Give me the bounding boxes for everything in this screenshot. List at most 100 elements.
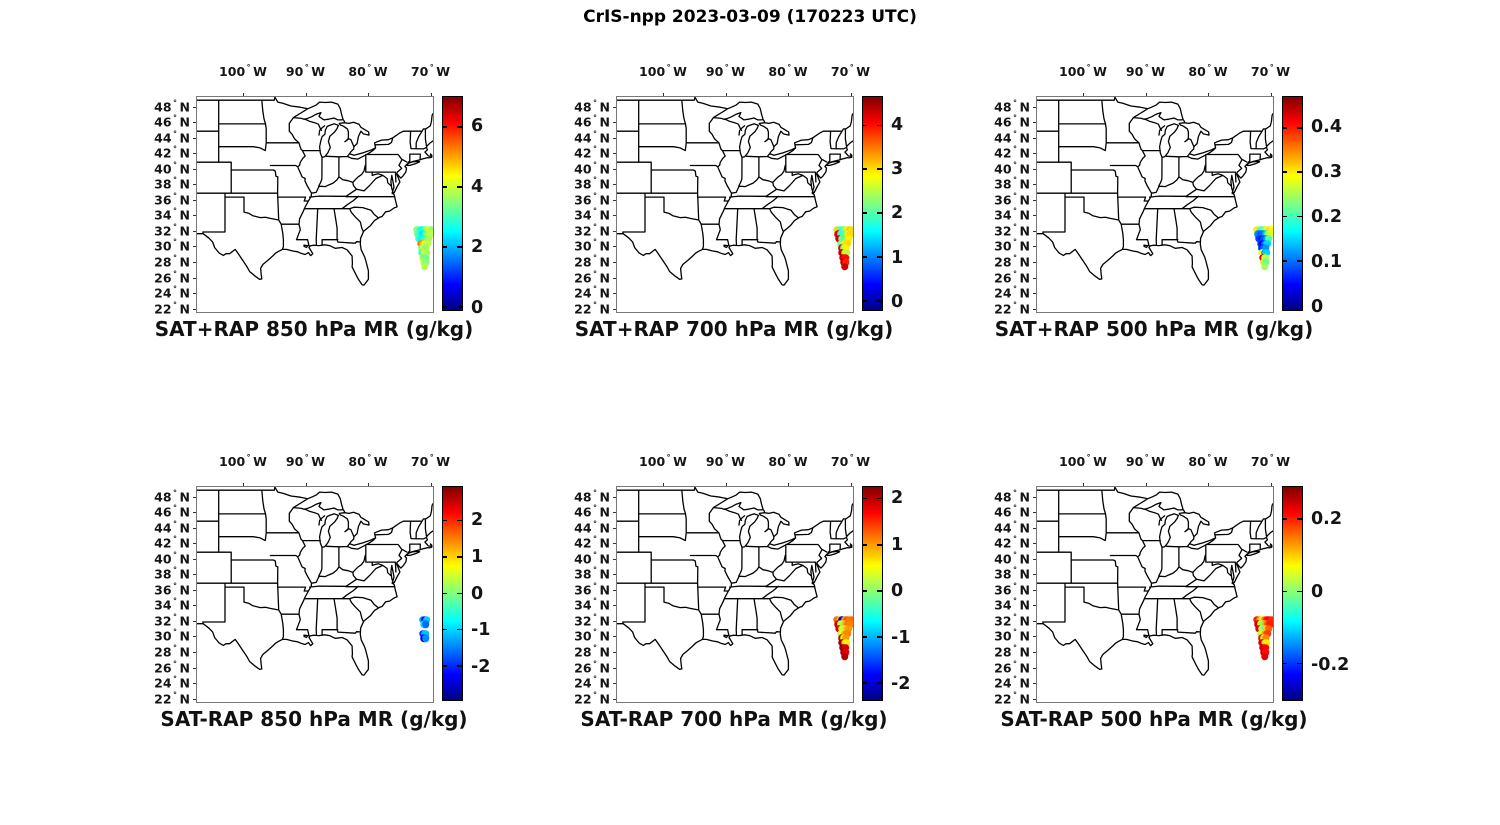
- lon-tick-mark: [850, 93, 852, 96]
- degree-symbol: °: [173, 175, 178, 185]
- degree-symbol: °: [367, 453, 372, 462]
- lat-tick-mark: [613, 574, 616, 576]
- colorbar-tick: [863, 544, 867, 546]
- colorbar-tick-label: 0: [471, 583, 484, 604]
- degree-symbol: °: [593, 284, 598, 294]
- lat-tick-mark: [193, 589, 196, 591]
- degree-symbol: °: [1013, 222, 1018, 232]
- lat-tick-label: 46 ° N: [994, 113, 1030, 130]
- scatter-point: [848, 225, 853, 234]
- scatter-point: [841, 263, 849, 271]
- scatter-point: [424, 235, 433, 243]
- lat-tick-mark: [613, 277, 616, 279]
- lat-tick-mark: [1033, 651, 1036, 653]
- degree-symbol: °: [246, 453, 251, 462]
- colorbar-tick: [877, 124, 882, 127]
- lat-tick-label: 34 ° N: [994, 596, 1030, 613]
- colorbar-tick: [877, 168, 882, 170]
- lat-tick-label: 28 ° N: [154, 253, 190, 270]
- colorbar-tick-label: 1: [471, 546, 484, 567]
- lat-tick-mark: [1033, 683, 1036, 684]
- colorbar-tick: [1283, 215, 1287, 218]
- degree-symbol: °: [593, 269, 598, 278]
- lat-tick-label: 26 ° N: [994, 269, 1030, 285]
- lat-tick-label: 46 ° N: [574, 113, 610, 130]
- lat-tick-label: 48 ° N: [994, 488, 1030, 505]
- lat-tick-label: 46 ° N: [994, 503, 1030, 520]
- scatter-point: [846, 230, 853, 239]
- scatter-point: [1263, 629, 1271, 638]
- scatter-point: [422, 634, 430, 643]
- lat-tick-label: 34 ° N: [994, 206, 1030, 223]
- lon-tick-mark: [725, 483, 727, 486]
- colorbar-tick: [443, 628, 447, 631]
- degree-symbol: °: [593, 550, 598, 560]
- colorbar-tick: [1283, 304, 1287, 307]
- lat-tick-mark: [1033, 496, 1036, 498]
- degree-symbol: °: [593, 565, 598, 575]
- lat-tick-mark: [613, 512, 616, 514]
- degree-symbol: °: [849, 63, 854, 72]
- panel-sat-plus-rap-500hpa: 100 ° W 90 ° W 80 ° W 70 ° W 48 ° N 46 ° N 44 ° N 42 ° N 40 ° N 38 °…: [960, 56, 1362, 362]
- colorbar-tick: [443, 665, 447, 667]
- lon-tick-label: 80 ° W: [348, 63, 388, 79]
- colorbar-tick: [863, 590, 867, 592]
- colorbar-tick-label: 2: [891, 203, 904, 224]
- scatter-point: [421, 263, 429, 271]
- lat-tick-mark: [193, 651, 196, 653]
- lat-tick-mark: [1033, 667, 1036, 669]
- lon-tick-mark: [243, 483, 244, 486]
- lat-tick-label: 28 ° N: [994, 253, 1030, 270]
- us-states-map: [197, 97, 433, 286]
- lon-tick-label: 70 ° W: [1250, 453, 1291, 469]
- colorbar-gradient: [1283, 97, 1302, 310]
- scatter-point: [1262, 249, 1270, 257]
- lon-tick-label: 70 ° W: [410, 453, 451, 469]
- degree-symbol: °: [173, 129, 178, 139]
- panel-title: SAT-RAP 500 hPa MR (g/kg): [1000, 707, 1308, 731]
- lon-tick-mark: [368, 93, 369, 96]
- colorbar: [862, 96, 883, 311]
- lat-tick-label: 26 ° N: [574, 269, 610, 285]
- degree-symbol: °: [429, 453, 434, 462]
- degree-symbol: °: [1207, 453, 1212, 462]
- lon-tick-label: 80 ° W: [768, 453, 808, 469]
- lat-tick-mark: [613, 605, 616, 607]
- map-axes: [196, 96, 434, 313]
- scatter-point: [841, 653, 849, 661]
- panel-sat-minus-rap-700hpa: 100 ° W 90 ° W 80 ° W 70 ° W 48 ° N 46 ° N 44 ° N 42 ° N 40 ° N 38 °…: [540, 446, 942, 752]
- degree-symbol: °: [1013, 596, 1018, 606]
- colorbar-tick-label: -2: [891, 674, 911, 695]
- colorbar-tick: [877, 300, 882, 302]
- lon-tick-mark: [368, 483, 369, 486]
- degree-symbol: °: [1013, 160, 1018, 170]
- colorbar: [1282, 486, 1303, 701]
- panel-title: SAT+RAP 850 hPa MR (g/kg): [154, 317, 474, 341]
- lon-tick-label: 80 ° W: [348, 453, 388, 469]
- lat-tick-mark: [193, 199, 196, 201]
- degree-symbol: °: [173, 191, 178, 201]
- degree-symbol: °: [1013, 129, 1018, 139]
- lat-tick-label: 48 ° N: [154, 488, 190, 505]
- lon-tick-mark: [725, 93, 727, 96]
- lat-tick-label: 36 ° N: [574, 581, 610, 598]
- degree-symbol: °: [666, 63, 671, 72]
- degree-symbol: °: [173, 113, 178, 123]
- lat-tick-label: 36 ° N: [154, 581, 190, 598]
- degree-symbol: °: [593, 191, 598, 201]
- colorbar-tick: [877, 212, 882, 214]
- lat-tick-label: 30 ° N: [574, 627, 610, 644]
- colorbar-tick-label: 4: [471, 176, 484, 197]
- degree-symbol: °: [1013, 519, 1018, 529]
- lon-tick-mark: [1083, 483, 1084, 486]
- lon-tick-label: 100 ° W: [1059, 63, 1107, 79]
- panel-sat-minus-rap-500hpa: 100 ° W 90 ° W 80 ° W 70 ° W 48 ° N 46 ° N 44 ° N 42 ° N 40 ° N 38 °…: [960, 446, 1362, 752]
- degree-symbol: °: [1013, 581, 1018, 591]
- lat-tick-label: 38 ° N: [994, 565, 1030, 582]
- scatter-point: [428, 225, 433, 234]
- degree-symbol: °: [593, 222, 598, 232]
- lat-tick-mark: [193, 512, 196, 514]
- degree-symbol: °: [173, 222, 178, 232]
- lat-tick-mark: [1033, 698, 1036, 700]
